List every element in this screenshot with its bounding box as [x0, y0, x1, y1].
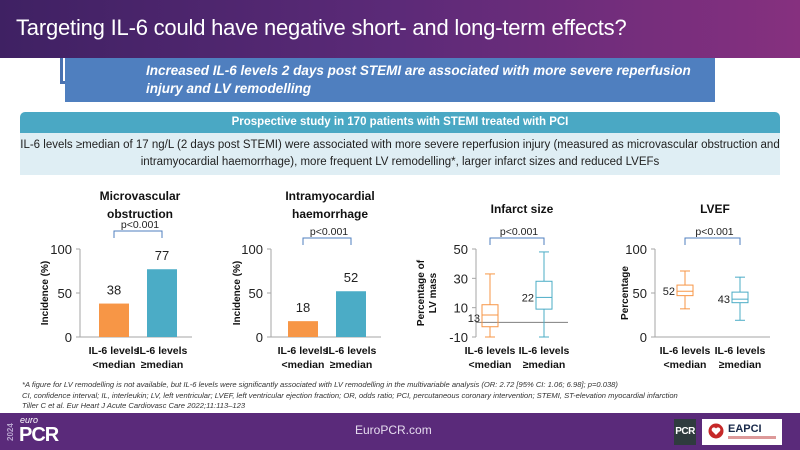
y-tick-label: 100 [50, 242, 72, 257]
category-label: IL-6 levels [465, 345, 516, 357]
bar [147, 269, 177, 337]
slide-header: Targeting IL-6 could have negative short… [0, 0, 800, 58]
significance-bracket [684, 237, 741, 245]
box-label: 52 [663, 286, 675, 298]
category-label: ≥median [719, 359, 762, 371]
bar [99, 303, 129, 337]
category-label: IL-6 levels [326, 345, 377, 357]
eapci-logo: EAPCI [702, 419, 782, 445]
heart-icon [708, 423, 724, 439]
box [731, 291, 749, 304]
box-label: 22 [522, 292, 534, 304]
box [481, 304, 499, 328]
y-tick-label: 50 [249, 286, 263, 301]
footnote-remodelling: *A figure for LV remodelling is not avai… [22, 380, 618, 389]
y-tick-label: 10 [454, 301, 468, 316]
footer: 2024 euro PCR EuroPCR.com PCR EAPCI [0, 413, 800, 450]
y-tick-label: 50 [633, 286, 647, 301]
y-tick-label: 100 [241, 242, 263, 257]
charts-panel: Microvascular obstruction 0 50 100 Incidence … [0, 180, 800, 375]
y-tick-label: 0 [256, 330, 263, 345]
category-label: IL-6 levels [278, 345, 329, 357]
box [535, 280, 553, 310]
footnotes: *A figure for LV remodelling is not avai… [22, 380, 792, 412]
chart-title: Infarct size [491, 202, 554, 216]
study-heading: Prospective study in 170 patients with S… [20, 112, 780, 133]
significance-bracket [489, 237, 545, 245]
logo-year: 2024 [6, 423, 15, 441]
box-label: 43 [718, 294, 730, 306]
chart-title: LVEF [700, 202, 730, 216]
category-label: IL-6 levels [715, 345, 766, 357]
key-finding-text: Increased IL-6 levels 2 days post STEMI … [146, 63, 691, 96]
y-axis-label: Incidence (%) [40, 261, 51, 325]
data-label: 38 [107, 283, 121, 298]
y-tick-label: -10 [449, 330, 468, 345]
footer-url-link[interactable]: EuroPCR.com [355, 423, 432, 437]
logo-euro: euro [20, 415, 39, 425]
y-tick-label: 50 [454, 242, 468, 257]
data-label: 52 [344, 270, 358, 285]
chart-title: obstruction [107, 207, 173, 221]
category-label: IL-6 levels [89, 345, 140, 357]
y-axis-label: Incidence (%) [232, 261, 243, 325]
p-value-label: p<0.001 [500, 226, 538, 238]
y-tick-label: 100 [625, 242, 647, 257]
europcr-logo: PCR [19, 424, 59, 446]
charts-svg: Microvascularobstruction050100Incidence … [40, 189, 770, 371]
y-axis-label: LV mass [428, 272, 439, 313]
key-finding-banner: Increased IL-6 levels 2 days post STEMI … [65, 58, 715, 102]
data-label: 18 [296, 300, 310, 315]
chart-title: haemorrhage [292, 207, 368, 221]
chart-title: Microvascular [100, 189, 181, 203]
category-label: <median [469, 359, 512, 371]
chart-title: Intramyocardial [285, 189, 374, 203]
p-value-label: p<0.001 [121, 219, 159, 231]
y-tick-label: 30 [454, 271, 468, 286]
category-label: <median [282, 359, 325, 371]
study-summary: IL-6 levels ≥median of 17 ng/L (2 days p… [20, 133, 780, 175]
bar [336, 291, 366, 337]
p-value-label: p<0.001 [310, 226, 348, 238]
significance-bracket [113, 230, 163, 238]
category-label: IL-6 levels [137, 345, 188, 357]
bar [288, 321, 318, 337]
category-label: IL-6 levels [660, 345, 711, 357]
category-label: ≥median [330, 359, 373, 371]
box-label: 13 [468, 313, 480, 325]
data-label: 77 [155, 248, 169, 263]
p-value-label: p<0.001 [695, 226, 733, 238]
eapci-subtitle-bar [728, 436, 776, 439]
footnote-reference: Tiller C et al. Eur Heart J Acute Cardio… [22, 401, 246, 410]
y-tick-label: 0 [65, 330, 72, 345]
category-label: ≥median [141, 359, 184, 371]
y-tick-label: 0 [640, 330, 647, 345]
y-axis-label: Percentage [620, 266, 631, 320]
category-label: IL-6 levels [519, 345, 570, 357]
slide-title: Targeting IL-6 could have negative short… [16, 15, 627, 40]
category-label: <median [664, 359, 707, 371]
category-label: ≥median [523, 359, 566, 371]
pcr-logo: PCR [674, 419, 696, 445]
box [676, 284, 694, 297]
category-label: <median [93, 359, 136, 371]
significance-bracket [302, 237, 352, 245]
y-axis-label: Percentage of [416, 259, 427, 326]
eapci-label: EAPCI [728, 423, 762, 435]
footnote-abbreviations: CI, confidence interval; IL, interleukin… [22, 390, 678, 400]
y-tick-label: 50 [58, 286, 72, 301]
